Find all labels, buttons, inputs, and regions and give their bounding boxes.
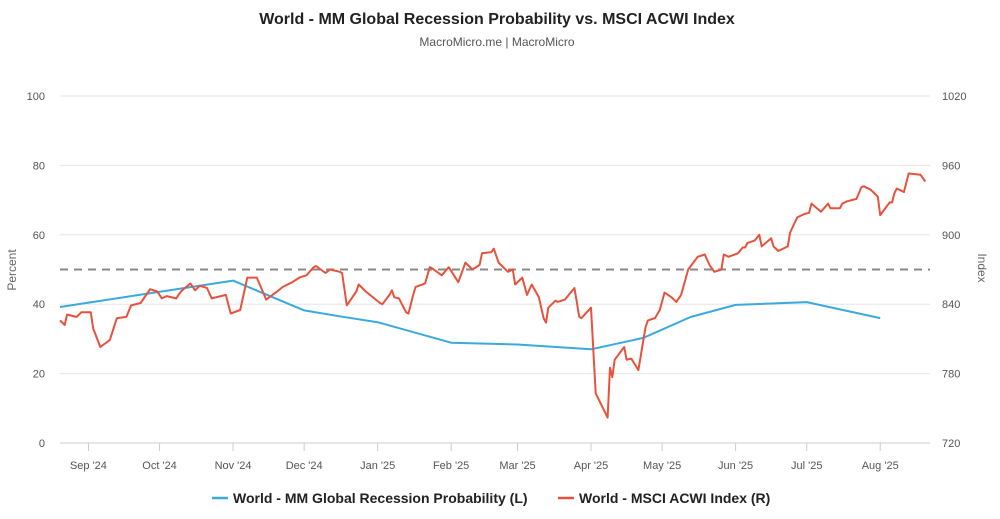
x-tick-label: May '25 — [643, 460, 681, 472]
x-tick-label: Jan '25 — [360, 460, 395, 472]
x-tick-label: Dec '24 — [286, 460, 323, 472]
right-tick-label: 960 — [942, 160, 960, 172]
chart-subtitle: MacroMicro.me | MacroMicro — [419, 35, 574, 49]
right-axis: 720 780 840 900 960 1020 — [942, 91, 966, 450]
legend-item-recession-probability[interactable]: World - MM Global Recession Probability … — [212, 490, 528, 506]
x-tick-label: Feb '25 — [433, 460, 469, 472]
left-tick-label: 100 — [27, 91, 45, 103]
x-tick-label: Mar '25 — [499, 460, 535, 472]
x-tick-label: Oct '24 — [142, 460, 177, 472]
legend: World - MM Global Recession Probability … — [212, 490, 770, 506]
left-axis-title: Percent — [5, 249, 19, 291]
left-tick-label: 60 — [33, 230, 45, 242]
right-tick-label: 780 — [942, 369, 960, 381]
left-tick-label: 0 — [39, 438, 45, 450]
right-tick-label: 900 — [942, 230, 960, 242]
legend-item-msci-acwi[interactable]: World - MSCI ACWI Index (R) — [558, 490, 770, 506]
x-tick-label: Jul '25 — [791, 460, 822, 472]
recession-probability-line — [59, 279, 881, 351]
series-lines — [59, 172, 927, 419]
right-tick-label: 1020 — [942, 91, 966, 103]
x-tick-label: Aug '25 — [862, 460, 899, 472]
left-axis: 0 20 40 60 80 100 — [27, 91, 45, 450]
gridlines — [60, 95, 930, 444]
right-axis-title: Index — [975, 253, 989, 282]
left-tick-label: 80 — [33, 160, 45, 172]
x-tick-label: Apr '25 — [574, 460, 609, 472]
x-axis: Sep '24 Oct '24 Nov '24 Dec '24 Jan '25 Feb '… — [70, 443, 899, 472]
right-tick-label: 720 — [942, 438, 960, 450]
chart-title: World - MM Global Recession Probability … — [259, 11, 735, 28]
left-tick-label: 40 — [33, 299, 45, 311]
x-tick-label: Jun '25 — [718, 460, 753, 472]
left-tick-label: 20 — [33, 369, 45, 381]
legend-label: World - MM Global Recession Probability … — [233, 490, 528, 506]
msci-acwi-line — [59, 172, 927, 419]
legend-label: World - MSCI ACWI Index (R) — [579, 490, 770, 506]
right-tick-label: 840 — [942, 299, 960, 311]
x-tick-label: Nov '24 — [215, 460, 252, 472]
x-tick-label: Sep '24 — [70, 460, 107, 472]
